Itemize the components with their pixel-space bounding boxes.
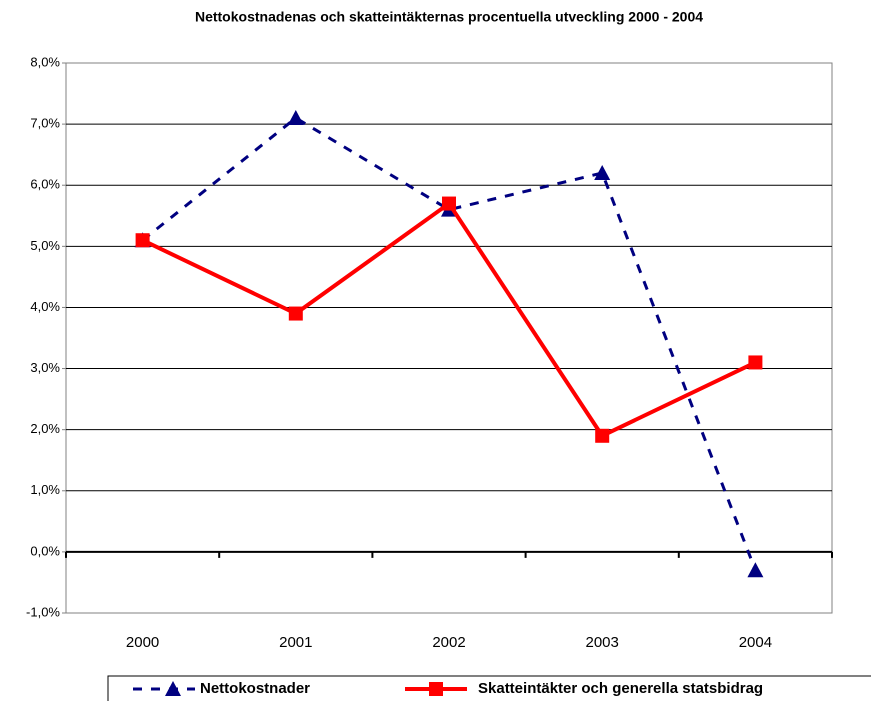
plot-area xyxy=(65,62,833,614)
legend-label: Nettokostnader xyxy=(200,680,310,697)
y-tick-label: 2,0% xyxy=(30,421,60,436)
marker xyxy=(747,562,764,578)
y-tick-label: -1,0% xyxy=(26,604,60,619)
y-tick-label: 7,0% xyxy=(30,116,60,131)
y-tick-label: 6,0% xyxy=(30,177,60,192)
marker xyxy=(288,306,303,321)
marker xyxy=(429,682,443,696)
marker xyxy=(287,110,304,125)
y-tick-label: 5,0% xyxy=(30,238,60,253)
marker xyxy=(595,428,610,443)
x-tick-label: 2001 xyxy=(279,634,312,651)
marker xyxy=(594,165,611,180)
y-tick-label: 4,0% xyxy=(30,299,60,314)
legend-label: Skatteintäkter och generella statsbidrag xyxy=(478,680,763,697)
marker xyxy=(748,355,763,370)
x-tick-label: 2002 xyxy=(432,634,465,651)
series-line xyxy=(141,116,757,571)
x-tick-label: 2004 xyxy=(739,634,772,651)
marker xyxy=(442,196,456,211)
y-tick-label: 3,0% xyxy=(30,360,60,375)
x-tick-label: 2000 xyxy=(126,634,159,651)
legend-box xyxy=(107,675,871,701)
x-tick-label: 2003 xyxy=(586,634,619,651)
y-tick-label: 0,0% xyxy=(30,543,60,558)
chart-title: Nettokostnadenas och skatteintäkternas p… xyxy=(195,9,703,25)
marker xyxy=(165,681,181,696)
y-tick-label: 1,0% xyxy=(30,482,60,497)
marker xyxy=(135,233,150,248)
y-tick-label: 8,0% xyxy=(30,54,60,69)
